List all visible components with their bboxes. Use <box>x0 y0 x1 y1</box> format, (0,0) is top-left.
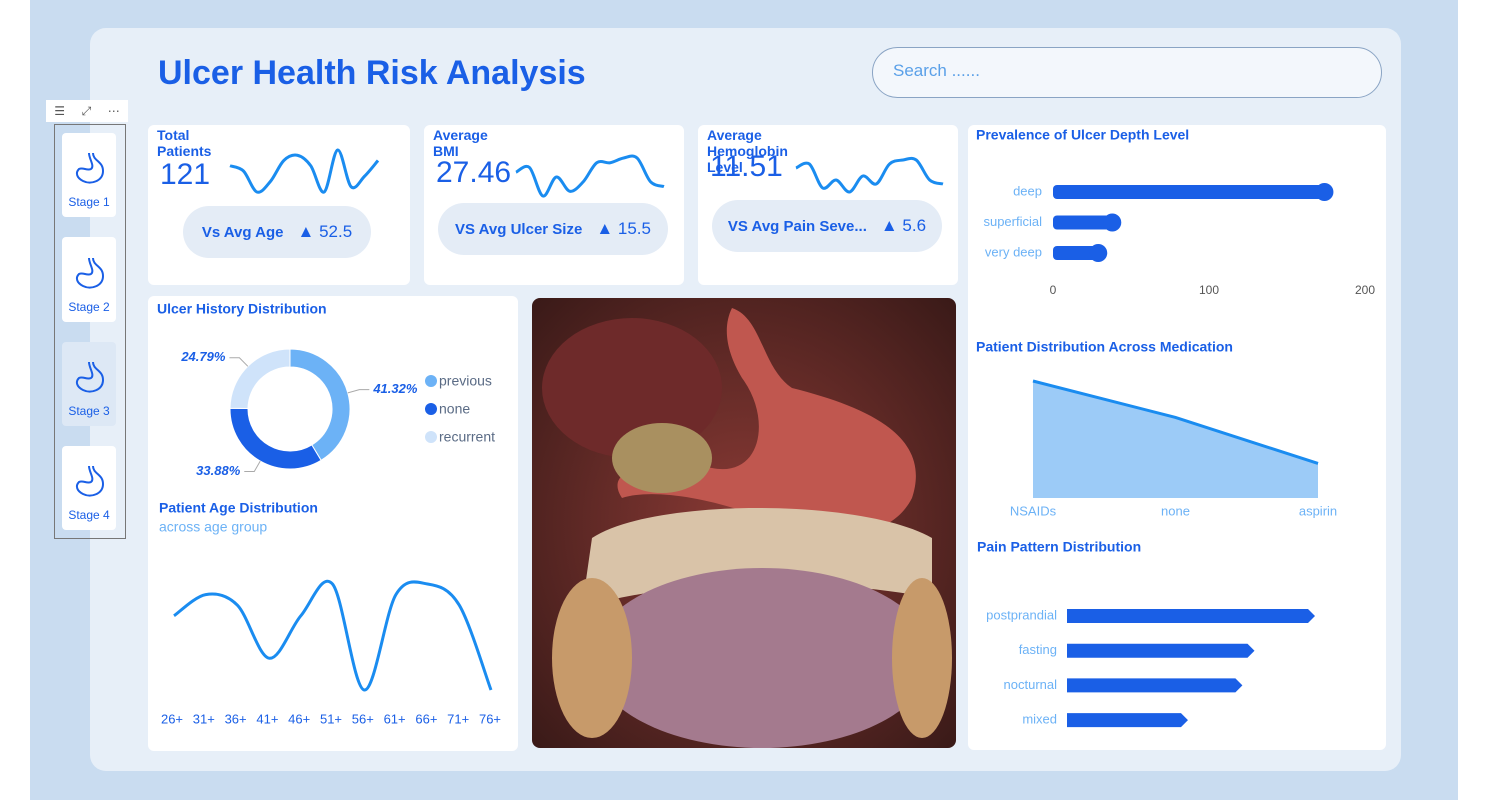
stage-button[interactable]: Stage 4 <box>62 445 116 530</box>
stomach-icon <box>75 361 105 393</box>
stomach-icon <box>75 257 105 289</box>
comparison-delta: ▲ 5.6 <box>880 216 927 235</box>
kpi-title: Average BMI <box>433 127 488 159</box>
more-icon[interactable]: ⋯ <box>107 104 120 118</box>
dashboard-title: Ulcer Health Risk Analysis <box>158 54 586 92</box>
kpi-value: 27.46 <box>436 156 512 189</box>
stage-button[interactable]: Stage 1 <box>62 133 116 218</box>
kpi-title: Average Hemoglobin Level <box>707 127 788 175</box>
comparison-delta: ▲ 52.5 <box>297 222 353 241</box>
kpi-title: Total Patients <box>157 127 212 159</box>
kpi-value: 121 <box>160 158 211 191</box>
comparison-delta: ▲ 15.5 <box>596 219 651 238</box>
search-box[interactable]: Search ...... <box>872 47 1382 98</box>
comparison-label: VS Avg Pain Seve... <box>727 217 867 235</box>
focus-icon[interactable]: ⤢ <box>81 103 92 118</box>
filter-icon[interactable]: ☰ <box>54 104 66 118</box>
comparison-label: Vs Avg Age <box>201 223 284 241</box>
stage-label: Stage 1 <box>68 195 110 210</box>
visual-toolbar: ☰ ⤢ ⋯ <box>46 100 128 122</box>
stage-button[interactable]: Stage 2 <box>62 237 116 322</box>
stage-button[interactable]: Stage 3 <box>62 341 116 426</box>
stomach-icon <box>75 153 105 184</box>
stage-nav: Stage 1 Stage 2 Stage 3 Stage 4 <box>54 124 126 539</box>
stomach-icon <box>75 465 105 497</box>
stage-label: Stage 3 <box>68 403 110 418</box>
comparison-pill: VS Avg Pain Seve... ▲ 5.6 <box>712 200 942 252</box>
kpi-value: 11.51 <box>710 150 783 183</box>
comparison-pill: Vs Avg Age ▲ 52.5 <box>183 206 371 258</box>
comparison-label: VS Avg Ulcer Size <box>455 220 583 238</box>
comparison-pill: VS Avg Ulcer Size ▲ 15.5 <box>438 203 668 255</box>
distribution-card <box>148 296 518 751</box>
breakdown-card <box>968 125 1386 750</box>
stage-label: Stage 4 <box>68 508 110 522</box>
stage-label: Stage 2 <box>68 299 110 314</box>
anatomy-image <box>532 298 956 748</box>
